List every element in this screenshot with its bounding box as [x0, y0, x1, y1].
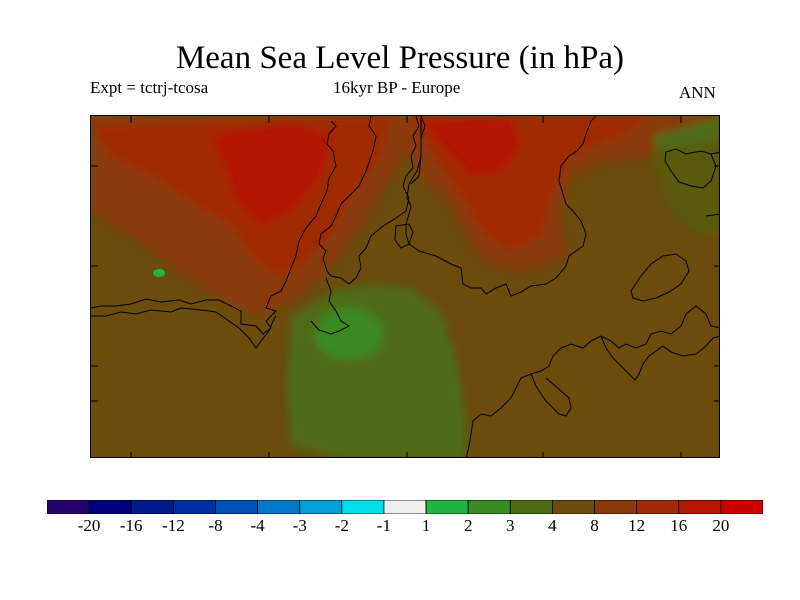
- colorbar-tick-label: -8: [208, 516, 223, 535]
- colorbar-tick-label: -20: [77, 516, 101, 535]
- colorbar-swatch: [509, 500, 553, 514]
- contour-level-4-east-margin: [651, 141, 719, 236]
- colorbar-swatch: [172, 500, 216, 514]
- colorbar-swatch: [341, 500, 385, 514]
- coastline-black-sea: [630, 253, 690, 302]
- colorbar-tick-label: -3: [292, 516, 307, 535]
- map-title: Mean Sea Level Pressure (in hPa): [175, 40, 625, 76]
- coastline-mediterranean: [465, 305, 719, 457]
- colorbar-tick-label: 1: [421, 516, 431, 535]
- colorbar-tick-label: -12: [162, 516, 185, 535]
- coastline-jutland: [310, 277, 351, 335]
- coastline-norway: [318, 116, 420, 285]
- colorbar-swatch: [720, 500, 763, 514]
- coastline-anatolia: [662, 335, 719, 357]
- colorbar-swatch: [130, 500, 174, 514]
- colorbar-tick-label: 3: [506, 516, 515, 535]
- colorbar-tick-label: 4: [548, 516, 557, 535]
- colorbar-swatch: [299, 500, 343, 514]
- colorbar-swatch: [47, 500, 90, 514]
- colorbar-swatch: [257, 500, 301, 514]
- colorbar-swatch: [467, 500, 511, 514]
- colorbar-tick-label: -16: [119, 516, 143, 535]
- colorbar: [47, 500, 763, 514]
- colorbar-tick-label: 8: [590, 516, 599, 535]
- pressure-map: [91, 116, 719, 457]
- contour-level-2-speck: [153, 269, 165, 277]
- coastline-finland: [410, 116, 422, 185]
- coastline-british-isles: [91, 120, 337, 335]
- colorbar-tick-label: 20: [712, 516, 730, 535]
- coastline-baltic: [405, 116, 597, 297]
- colorbar-swatch: [215, 500, 258, 514]
- colorbar-swatch: [383, 500, 427, 514]
- contour-level-4-central: [286, 284, 466, 457]
- coastlines: [91, 116, 719, 457]
- colorbar-tick-label: -1: [376, 516, 391, 535]
- map-panel: [90, 115, 720, 458]
- axis-ticks: [91, 116, 719, 457]
- colorbar-tick-label: 2: [463, 516, 473, 535]
- experiment-label: Expt = tctrj-tcosa: [90, 78, 209, 97]
- colorbar-swatch: [552, 500, 595, 514]
- colorbar-tick-label: -4: [250, 516, 265, 535]
- contour-level-20-core-west: [211, 121, 331, 226]
- colorbar-swatch: [636, 500, 680, 514]
- contour-level-3-core: [315, 308, 383, 360]
- coastline-east-edge: [705, 151, 719, 217]
- colorbar-swatch: [425, 500, 469, 514]
- coastline-balkans: [600, 335, 664, 381]
- colorbar-tick-label: 16: [670, 516, 688, 535]
- season-label: ANN: [679, 83, 716, 102]
- colorbar-tick-label: -2: [334, 516, 349, 535]
- contour-level-20-core-north: [421, 116, 521, 176]
- period-region-label: 16kyr BP - Europe: [333, 78, 461, 97]
- colorbar-swatch: [88, 500, 132, 514]
- coastline-caspian: [664, 148, 717, 189]
- coastline-ireland: [91, 307, 277, 349]
- coastline-gotland: [394, 223, 414, 249]
- coastline-italy: [530, 373, 572, 417]
- colorbar-swatch: [678, 500, 722, 514]
- colorbar-tick-label: 12: [628, 516, 646, 535]
- colorbar-swatch: [594, 500, 638, 514]
